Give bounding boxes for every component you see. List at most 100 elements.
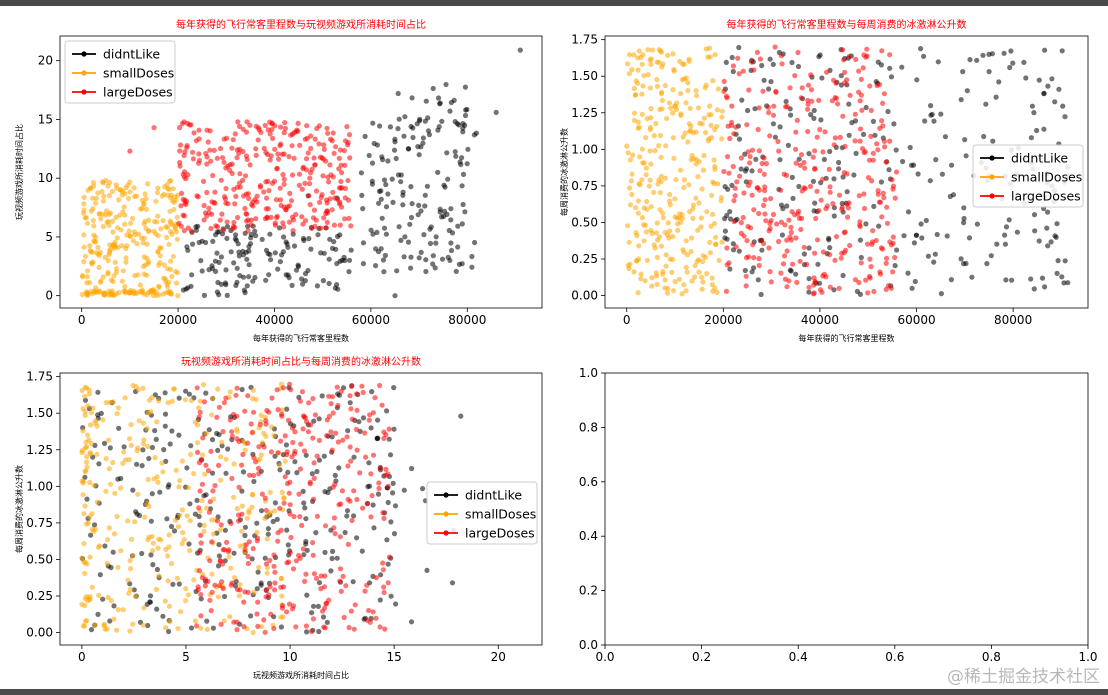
- data-point: [709, 135, 715, 141]
- y-tick-label: 0.50: [26, 552, 53, 566]
- data-point: [130, 621, 136, 627]
- data-point: [368, 425, 374, 431]
- data-point: [727, 209, 733, 215]
- data-point: [140, 240, 146, 246]
- data-point: [375, 417, 381, 423]
- data-point: [85, 403, 91, 409]
- data-point: [796, 156, 802, 162]
- data-point: [887, 52, 893, 58]
- data-point: [391, 426, 397, 432]
- data-point: [151, 125, 157, 131]
- data-point: [156, 398, 162, 404]
- data-point: [178, 203, 184, 209]
- data-point: [251, 472, 257, 479]
- data-point: [120, 607, 126, 613]
- data-point: [284, 560, 290, 566]
- data-point: [299, 389, 305, 395]
- data-point: [337, 147, 344, 153]
- data-point: [194, 440, 201, 446]
- data-point: [125, 195, 132, 202]
- data-point: [120, 209, 126, 215]
- data-point: [236, 150, 242, 156]
- data-point: [351, 513, 357, 519]
- data-point: [845, 205, 852, 211]
- y-tick-label: 0.8: [579, 420, 598, 434]
- data-point: [670, 135, 677, 141]
- data-point: [185, 485, 191, 491]
- data-point: [207, 147, 213, 153]
- data-point: [846, 53, 853, 59]
- data-point: [174, 236, 180, 242]
- data-point: [806, 276, 812, 282]
- data-point: [884, 204, 890, 210]
- data-point: [416, 255, 422, 261]
- data-point: [366, 152, 372, 159]
- data-point: [237, 587, 243, 593]
- data-point: [639, 61, 645, 67]
- data-point: [882, 144, 888, 150]
- data-point: [793, 271, 799, 277]
- data-point: [121, 204, 127, 210]
- data-point: [281, 181, 287, 187]
- data-point: [627, 202, 634, 208]
- data-point: [1002, 232, 1008, 238]
- data-point: [398, 179, 404, 185]
- data-point: [222, 593, 228, 600]
- x-tick-label: 0: [78, 650, 86, 664]
- data-point: [420, 486, 426, 492]
- y-axis-label: 每周消费的冰激淋公升数: [559, 128, 569, 216]
- data-point: [371, 525, 377, 531]
- data-point: [651, 242, 657, 248]
- data-point: [861, 150, 867, 156]
- data-point: [836, 166, 842, 172]
- data-point: [969, 274, 975, 280]
- data-point: [255, 569, 261, 575]
- data-point: [166, 628, 172, 635]
- data-point: [891, 121, 897, 127]
- data-point: [179, 190, 185, 196]
- data-point: [880, 246, 886, 252]
- data-point: [101, 291, 107, 298]
- data-point: [237, 123, 243, 130]
- legend-marker-largeDoses: [989, 193, 995, 199]
- data-point: [338, 162, 344, 168]
- data-point: [783, 98, 789, 105]
- data-point: [1009, 277, 1015, 283]
- data-point: [302, 505, 308, 511]
- data-point: [678, 112, 684, 119]
- data-point: [445, 254, 451, 260]
- data-point: [670, 256, 676, 263]
- data-point: [384, 408, 390, 414]
- data-point: [96, 543, 103, 549]
- data-point: [656, 177, 662, 183]
- data-point: [87, 280, 93, 286]
- data-point: [338, 185, 344, 191]
- data-point: [182, 397, 188, 403]
- data-point: [793, 160, 799, 166]
- data-point: [318, 225, 324, 231]
- data-point: [242, 447, 248, 453]
- data-point: [672, 103, 678, 109]
- data-point: [362, 430, 368, 436]
- data-point: [776, 238, 782, 245]
- data-point: [120, 268, 126, 274]
- data-point: [337, 232, 343, 238]
- data-point: [179, 507, 185, 513]
- y-tick-label: 0.75: [571, 179, 598, 193]
- data-point: [174, 214, 180, 220]
- data-point: [327, 162, 333, 168]
- data-point: [388, 593, 394, 599]
- data-point: [863, 221, 869, 227]
- data-point: [176, 395, 182, 401]
- data-point: [93, 418, 99, 424]
- data-point: [319, 393, 325, 399]
- data-point: [168, 560, 175, 567]
- data-point: [631, 52, 637, 58]
- data-point: [878, 179, 885, 185]
- data-point: [237, 171, 243, 177]
- data-point: [234, 436, 240, 442]
- data-point: [864, 46, 870, 52]
- data-point: [187, 501, 193, 507]
- data-point: [132, 273, 138, 279]
- data-point: [812, 250, 818, 256]
